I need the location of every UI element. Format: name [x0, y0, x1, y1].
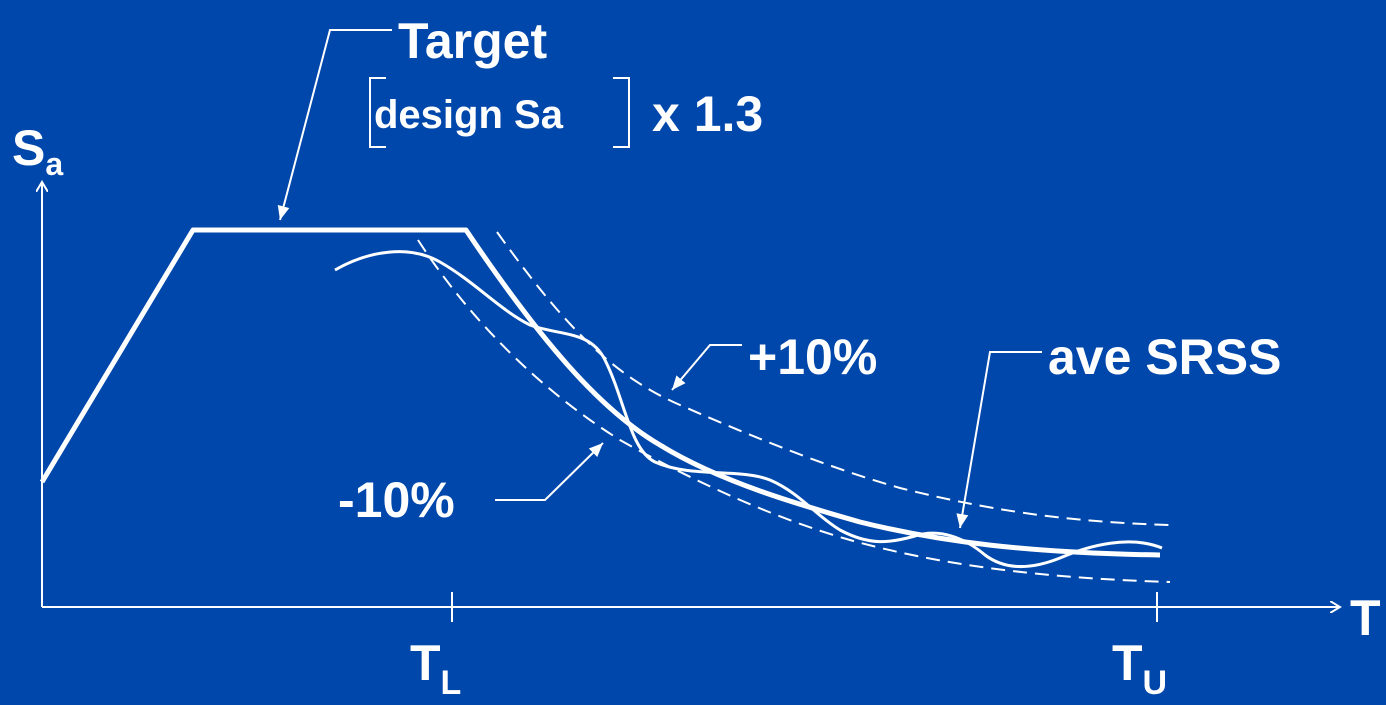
factor-label: x 1.3	[652, 86, 763, 142]
minus-ten-percent-curve	[417, 239, 1171, 583]
plus-ten-label: +10%	[748, 329, 877, 385]
design-bracket-left	[369, 77, 386, 148]
plus-ten-leader-line	[671, 344, 742, 391]
ave-srss-curve	[334, 250, 1163, 569]
minus-ten-leader-line	[495, 442, 604, 501]
ave-srss-label: ave SRSS	[1048, 329, 1281, 385]
design-sa-label: design Sa	[374, 93, 564, 137]
minus-ten-label: -10%	[338, 472, 455, 528]
design-bracket-right	[613, 77, 630, 148]
ave-srss-leader-line	[956, 351, 1042, 529]
y-axis-label: Sa	[12, 120, 63, 182]
tu-label: TU	[1112, 635, 1167, 702]
x-axis-label: T	[1350, 590, 1381, 646]
target-leader-line	[277, 29, 392, 221]
tl-label: TL	[410, 635, 461, 702]
target-spectrum-curve	[39, 227, 1161, 558]
target-label: Target	[398, 13, 547, 69]
